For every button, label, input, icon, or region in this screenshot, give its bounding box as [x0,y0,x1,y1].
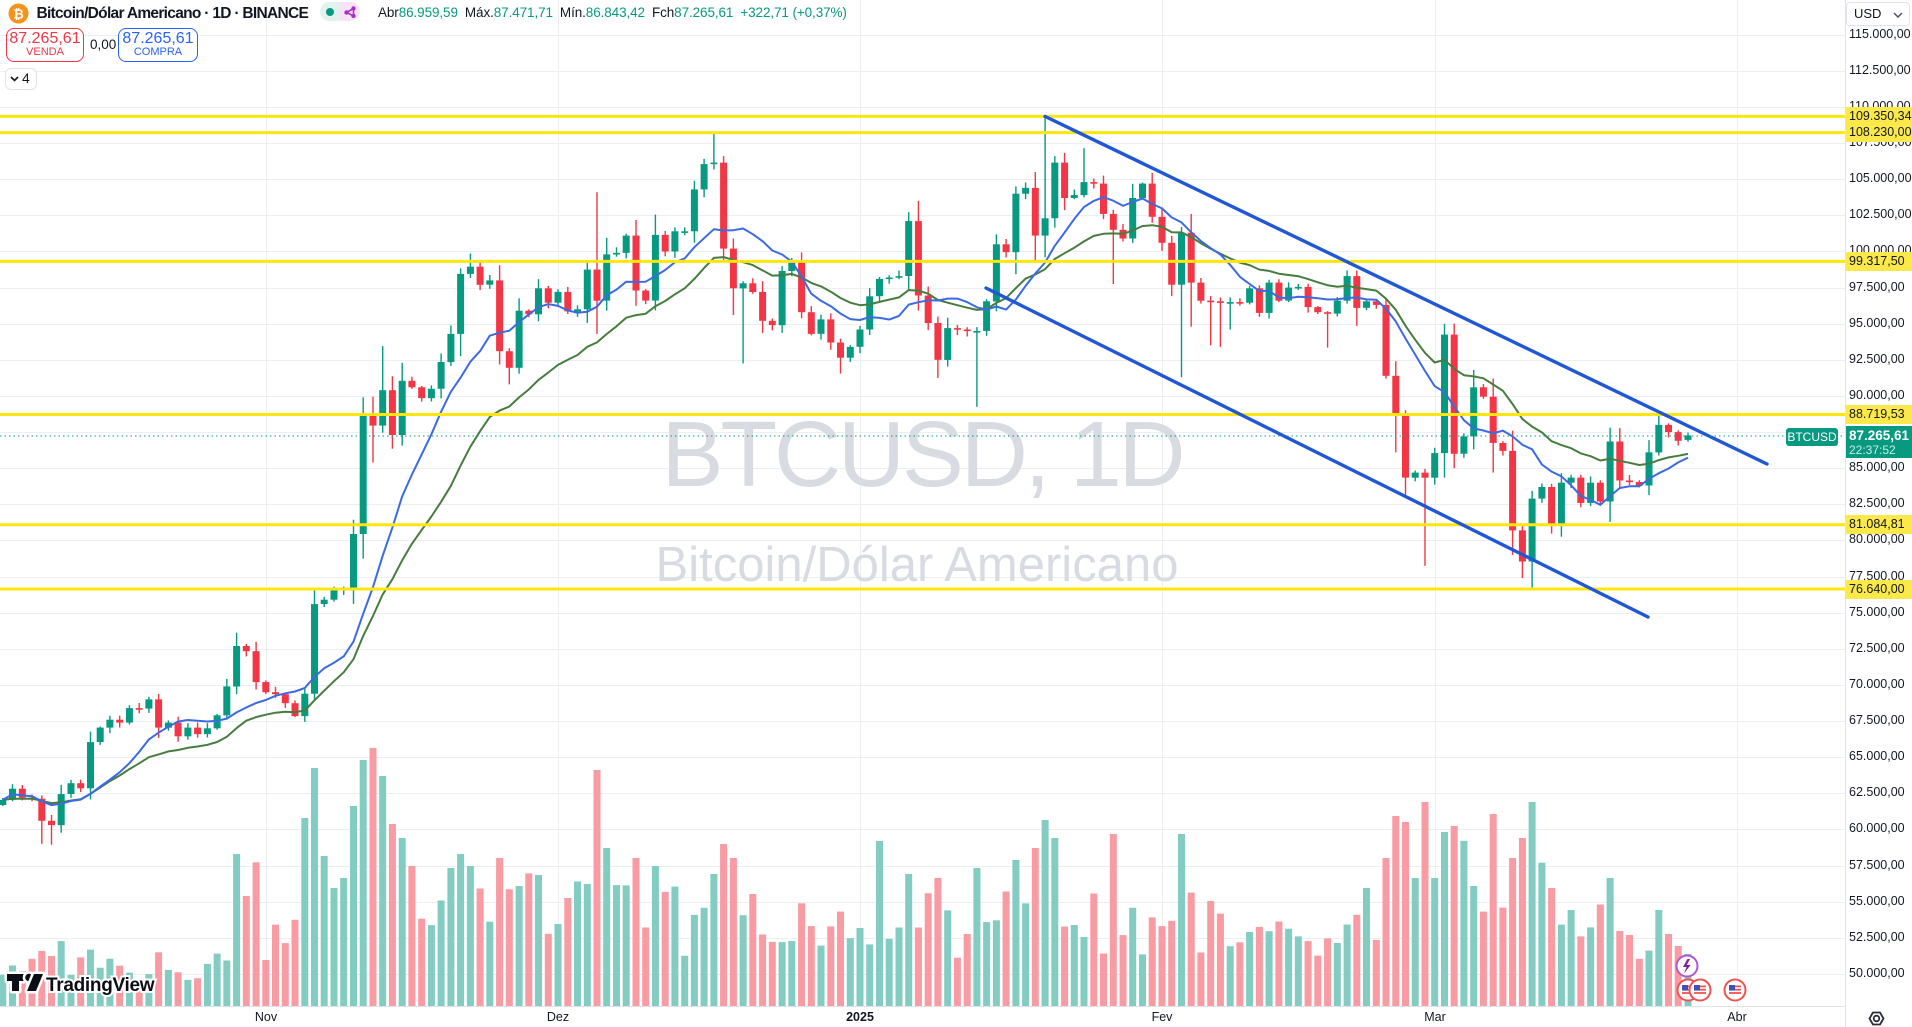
svg-text:TradingView: TradingView [46,975,155,996]
svg-text:Bitcoin/Dólar Americano: Bitcoin/Dólar Americano [656,538,1179,592]
svg-text:BTCUSD, 1D: BTCUSD, 1D [662,402,1183,506]
svg-text:₿: ₿ [13,7,24,22]
